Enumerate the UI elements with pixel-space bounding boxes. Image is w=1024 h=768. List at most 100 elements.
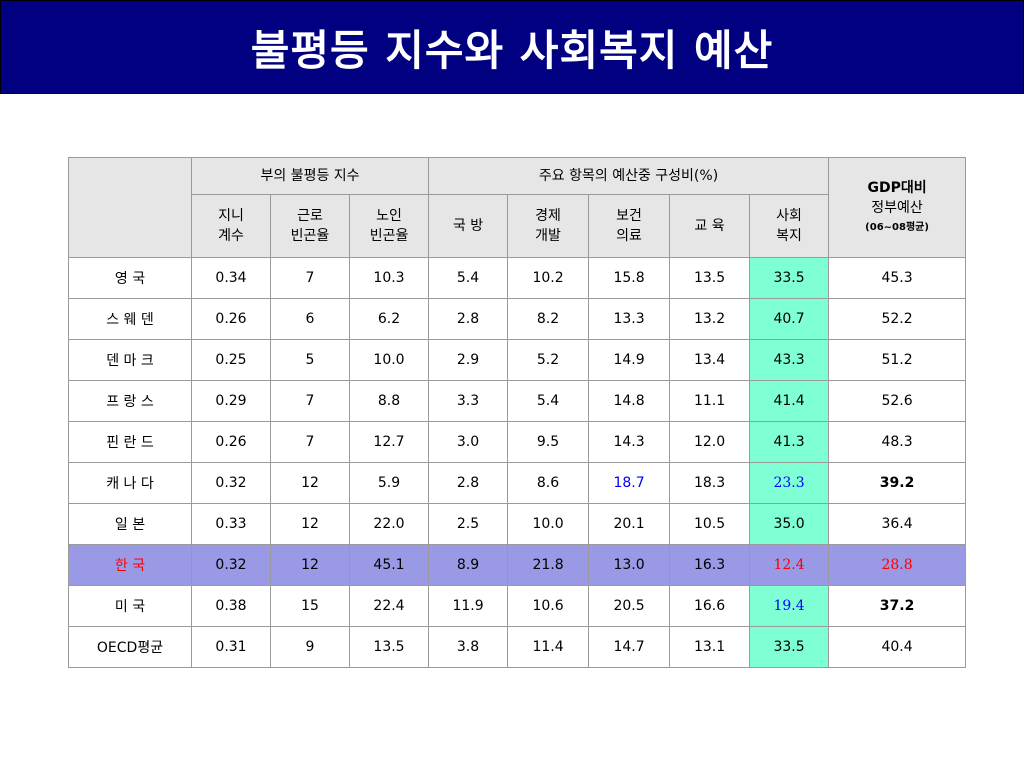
gini-cell: 0.29 <box>191 380 271 422</box>
gdp-cell: 39.2 <box>828 462 967 504</box>
table-row-korea: 한 국 0.32 12 45.1 8.9 21.8 13.0 16.3 12.4… <box>68 544 967 586</box>
defense-cell: 2.5 <box>428 503 509 545</box>
economic-cell: 10.0 <box>507 503 590 545</box>
table-row: 일 본 0.33 12 22.0 2.5 10.0 20.1 10.5 35.0… <box>68 503 967 545</box>
header-education: 교 육 <box>669 194 751 258</box>
economic-cell: 8.6 <box>507 462 590 504</box>
working-poverty-cell: 6 <box>270 298 350 340</box>
table-row: 덴 마 크 0.25 5 10.0 2.9 5.2 14.9 13.4 43.3… <box>68 339 967 381</box>
gini-cell: 0.32 <box>191 544 271 586</box>
defense-cell: 8.9 <box>428 544 509 586</box>
table-row: 프 랑 스 0.29 7 8.8 3.3 5.4 14.8 11.1 41.4 … <box>68 380 967 422</box>
economic-cell: 8.2 <box>507 298 590 340</box>
table-row: 스 웨 덴 0.26 6 6.2 2.8 8.2 13.3 13.2 40.7 … <box>68 298 967 340</box>
country-cell: OECD평균 <box>68 626 192 668</box>
welfare-cell: 35.0 <box>749 503 830 545</box>
welfare-cell: 40.7 <box>749 298 830 340</box>
gdp-cell: 37.2 <box>828 585 967 627</box>
working-poverty-cell: 9 <box>270 626 350 668</box>
gdp-cell: 51.2 <box>828 339 967 381</box>
defense-cell: 2.9 <box>428 339 509 381</box>
gdp-cell: 45.3 <box>828 257 967 299</box>
economic-cell: 11.4 <box>507 626 590 668</box>
gdp-cell: 48.3 <box>828 421 967 463</box>
welfare-cell: 41.4 <box>749 380 830 422</box>
economic-cell: 10.6 <box>507 585 590 627</box>
defense-cell: 3.0 <box>428 421 509 463</box>
health-cell: 18.7 <box>588 462 671 504</box>
economic-cell: 10.2 <box>507 257 590 299</box>
header-inequality: 부의 불평등 지수 <box>190 157 430 195</box>
health-cell: 20.5 <box>588 585 671 627</box>
header-economic-development: 경제 개발 <box>507 194 590 258</box>
health-cell: 14.3 <box>588 421 671 463</box>
health-cell: 20.1 <box>588 503 671 545</box>
welfare-cell: 43.3 <box>749 339 830 381</box>
header-gini: 지니 계수 <box>191 194 271 258</box>
header-budget-composition: 주요 항목의 예산중 구성비(%) <box>428 157 830 195</box>
elderly-poverty-cell: 45.1 <box>348 544 430 586</box>
table-row: 미 국 0.38 15 22.4 11.9 10.6 20.5 16.6 19.… <box>68 585 967 627</box>
defense-cell: 3.8 <box>428 626 509 668</box>
education-cell: 13.2 <box>669 298 751 340</box>
elderly-poverty-cell: 12.7 <box>348 421 430 463</box>
health-cell: 14.7 <box>588 626 671 668</box>
education-cell: 13.1 <box>669 626 751 668</box>
economic-cell: 21.8 <box>507 544 590 586</box>
working-poverty-cell: 7 <box>270 380 350 422</box>
inequality-welfare-table: 부의 불평등 지수 주요 항목의 예산중 구성비(%) GDP대비 정부예산 (… <box>68 157 967 668</box>
economic-cell: 5.2 <box>507 339 590 381</box>
working-poverty-cell: 12 <box>270 544 350 586</box>
header-health: 보건 의료 <box>588 194 671 258</box>
working-poverty-cell: 7 <box>270 421 350 463</box>
defense-cell: 3.3 <box>428 380 509 422</box>
working-poverty-cell: 12 <box>270 503 350 545</box>
elderly-poverty-cell: 10.0 <box>348 339 430 381</box>
gini-cell: 0.26 <box>191 298 271 340</box>
group-header-row: 부의 불평등 지수 주요 항목의 예산중 구성비(%) GDP대비 정부예산 (… <box>68 157 967 258</box>
working-poverty-cell: 12 <box>270 462 350 504</box>
table-row: 캐 나 다 0.32 12 5.9 2.8 8.6 18.7 18.3 23.3… <box>68 462 967 504</box>
gdp-cell: 36.4 <box>828 503 967 545</box>
elderly-poverty-cell: 13.5 <box>348 626 430 668</box>
country-cell: 영 국 <box>68 257 192 299</box>
header-gdp-line1: GDP대비 <box>867 179 927 196</box>
header-gdp-line2: 정부예산 <box>871 199 923 216</box>
country-cell: 핀 란 드 <box>68 421 192 463</box>
elderly-poverty-cell: 5.9 <box>348 462 430 504</box>
header-elderly-poverty: 노인 빈곤율 <box>348 194 430 258</box>
economic-cell: 9.5 <box>507 421 590 463</box>
gini-cell: 0.31 <box>191 626 271 668</box>
education-cell: 13.5 <box>669 257 751 299</box>
corner-cell <box>68 157 192 258</box>
defense-cell: 2.8 <box>428 462 509 504</box>
header-social-welfare: 사회 복지 <box>749 194 830 258</box>
economic-cell: 5.4 <box>507 380 590 422</box>
elderly-poverty-cell: 6.2 <box>348 298 430 340</box>
header-defense: 국 방 <box>428 194 509 258</box>
education-cell: 16.6 <box>669 585 751 627</box>
country-cell: 캐 나 다 <box>68 462 192 504</box>
header-gdp: GDP대비 정부예산 (06~08평균) <box>828 157 967 258</box>
health-cell: 14.9 <box>588 339 671 381</box>
country-cell: 한 국 <box>68 544 192 586</box>
slide-title: 불평등 지수와 사회복지 예산 <box>250 25 774 75</box>
education-cell: 10.5 <box>669 503 751 545</box>
welfare-cell: 33.5 <box>749 257 830 299</box>
working-poverty-cell: 7 <box>270 257 350 299</box>
welfare-cell: 41.3 <box>749 421 830 463</box>
welfare-cell: 33.5 <box>749 626 830 668</box>
education-cell: 13.4 <box>669 339 751 381</box>
gdp-cell: 28.8 <box>828 544 967 586</box>
elderly-poverty-cell: 22.4 <box>348 585 430 627</box>
welfare-cell: 19.4 <box>749 585 830 627</box>
country-cell: 스 웨 덴 <box>68 298 192 340</box>
defense-cell: 2.8 <box>428 298 509 340</box>
health-cell: 13.3 <box>588 298 671 340</box>
health-cell: 14.8 <box>588 380 671 422</box>
education-cell: 12.0 <box>669 421 751 463</box>
elderly-poverty-cell: 22.0 <box>348 503 430 545</box>
sub-header-row: 지니 계수 근로 빈곤율 노인 빈곤율 국 방 경제 개발 보건 의료 <box>69 194 966 258</box>
welfare-cell: 23.3 <box>749 462 830 504</box>
country-cell: 미 국 <box>68 585 192 627</box>
